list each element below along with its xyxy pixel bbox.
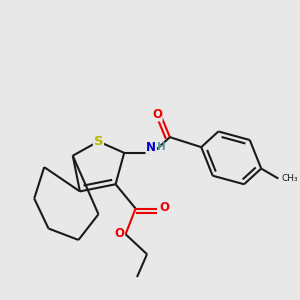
- Text: CH₃: CH₃: [282, 174, 298, 183]
- Text: O: O: [159, 201, 169, 214]
- Text: H: H: [157, 142, 166, 152]
- Text: N: N: [146, 141, 156, 154]
- Text: O: O: [114, 227, 124, 240]
- Text: S: S: [94, 135, 103, 148]
- Text: O: O: [152, 108, 162, 121]
